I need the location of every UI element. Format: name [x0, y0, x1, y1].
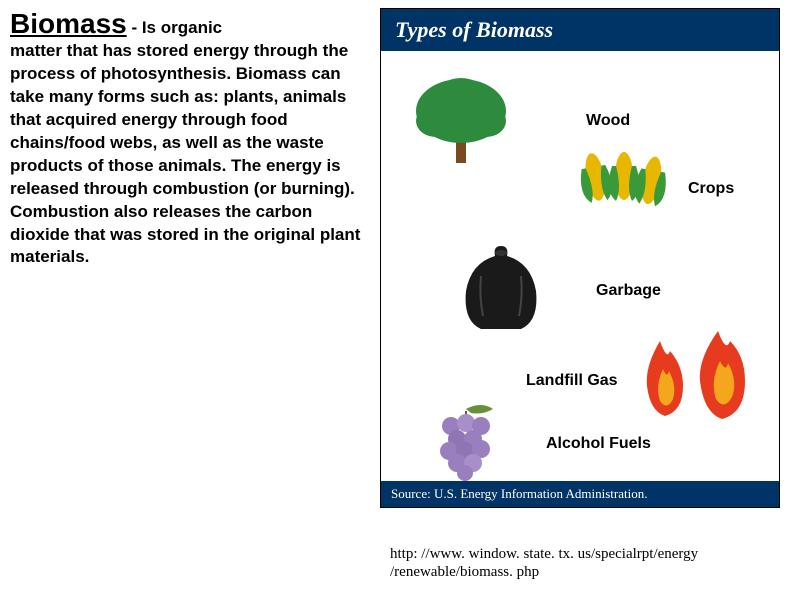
- crops-label: Crops: [688, 180, 734, 198]
- grapes-icon: [421, 401, 511, 486]
- garbage-bag-icon: [451, 241, 551, 341]
- types-of-biomass-figure: Types of Biomass Wood: [380, 8, 780, 508]
- biomass-item-crops: Crops: [566, 146, 734, 231]
- biomass-item-alcohol-fuels: Alcohol Fuels: [421, 401, 651, 486]
- garbage-label: Garbage: [596, 282, 661, 300]
- landfill-gas-label: Landfill Gas: [526, 372, 618, 390]
- term-biomass: Biomass: [10, 8, 127, 39]
- definition-lead: - Is organic: [127, 18, 222, 37]
- definition-body: matter that has stored energy through th…: [10, 40, 372, 269]
- source-url: http: //www. window. state. tx. us/speci…: [390, 545, 780, 581]
- figure-header: Types of Biomass: [381, 9, 779, 51]
- corn-icon: [566, 146, 676, 231]
- figure-body: Wood: [381, 51, 779, 481]
- tree-icon: [406, 71, 516, 171]
- biomass-item-garbage: Garbage: [451, 241, 661, 341]
- alcohol-fuels-label: Alcohol Fuels: [546, 435, 651, 453]
- url-line2: /renewable/biomass. php: [390, 564, 539, 580]
- wood-label: Wood: [586, 112, 630, 130]
- definition-text: Biomass - Is organic matter that has sto…: [10, 8, 380, 508]
- url-line1: http: //www. window. state. tx. us/speci…: [390, 546, 698, 562]
